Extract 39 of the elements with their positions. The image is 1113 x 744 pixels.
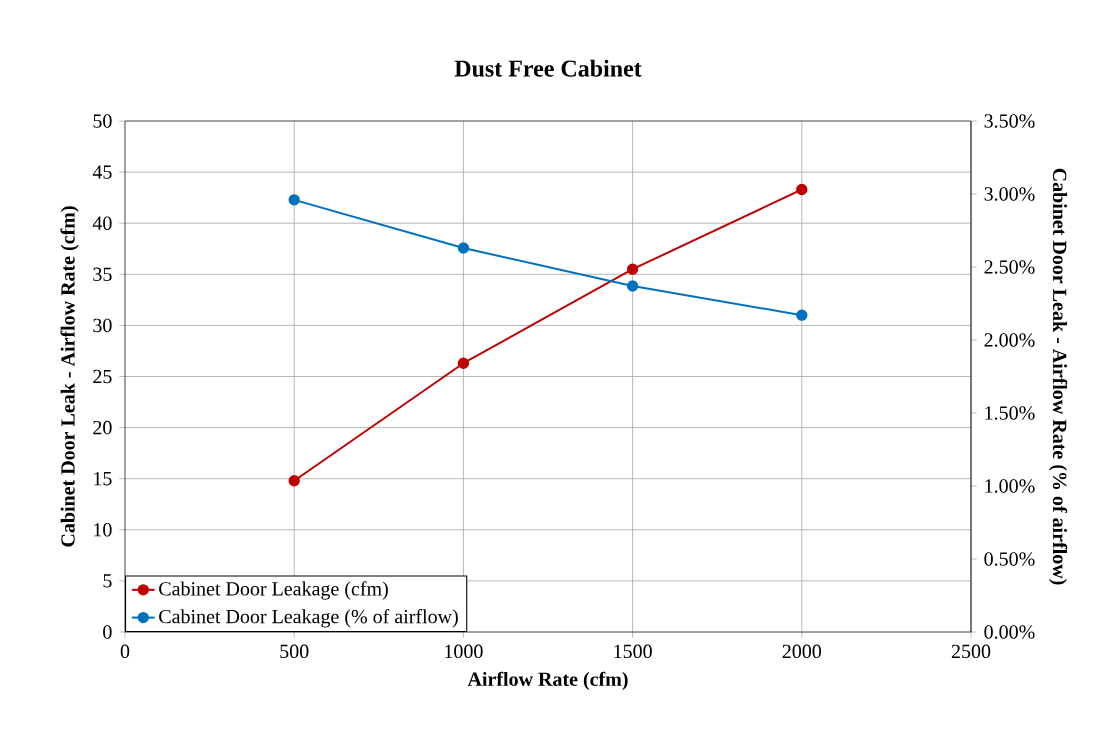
y-tick-label: 40 <box>92 216 112 230</box>
legend-label: Cabinet Door Leakage (cfm) <box>159 581 388 600</box>
y-tick-label: 10 <box>94 523 112 537</box>
y2-tick-label: 2.00% <box>984 333 1035 347</box>
point <box>288 194 300 206</box>
x-tick-label: 1500 <box>614 644 652 659</box>
y-tick-label: 15 <box>94 472 112 486</box>
x-tick-label: 500 <box>280 644 309 659</box>
x-tick-label: 1000 <box>445 644 483 659</box>
point <box>796 183 808 196</box>
y-tick-label: 0 <box>103 625 112 639</box>
chart-title: Dust Free Cabinet <box>454 59 642 77</box>
y2-axis-title: Cabinet Door Leak - Airflow Rate (% of airflow) <box>1048 168 1068 585</box>
y-tick-label: 30 <box>93 318 112 333</box>
point <box>457 357 470 369</box>
y2-tick-label: 1.50% <box>985 406 1035 420</box>
legend-label: Cabinet Door Leakage (% of airflow) <box>159 609 458 628</box>
y-axis-title: Cabinet Door Leak - Airflow Rate (cfm) <box>60 206 79 547</box>
point <box>626 280 639 292</box>
y2-tick-label: 0.50% <box>984 552 1035 566</box>
point <box>457 242 470 254</box>
y-tick-label: 45 <box>92 165 112 179</box>
y-tick-label: 5 <box>103 574 112 588</box>
x-tick-label: 2000 <box>782 644 822 659</box>
point <box>796 309 808 321</box>
x-axis-title: Airflow Rate (cfm) <box>467 671 628 691</box>
y-tick-label: 50 <box>93 114 112 128</box>
y2-tick-label: 0.00% <box>984 625 1035 639</box>
y2-tick-label: 3.50% <box>984 114 1035 128</box>
x-tick-label: 2500 <box>951 644 991 659</box>
y-tick-label: 35 <box>93 267 112 282</box>
y2-tick-label: 1.00% <box>985 479 1035 493</box>
y2-tick-label: 2.50% <box>984 260 1035 274</box>
x-tick-label: 0 <box>120 644 130 659</box>
point <box>288 475 300 487</box>
y2-tick-label: 3.00% <box>984 187 1035 201</box>
point <box>626 263 639 275</box>
y-tick-label: 20 <box>93 420 112 435</box>
y-tick-label: 25 <box>93 369 112 384</box>
